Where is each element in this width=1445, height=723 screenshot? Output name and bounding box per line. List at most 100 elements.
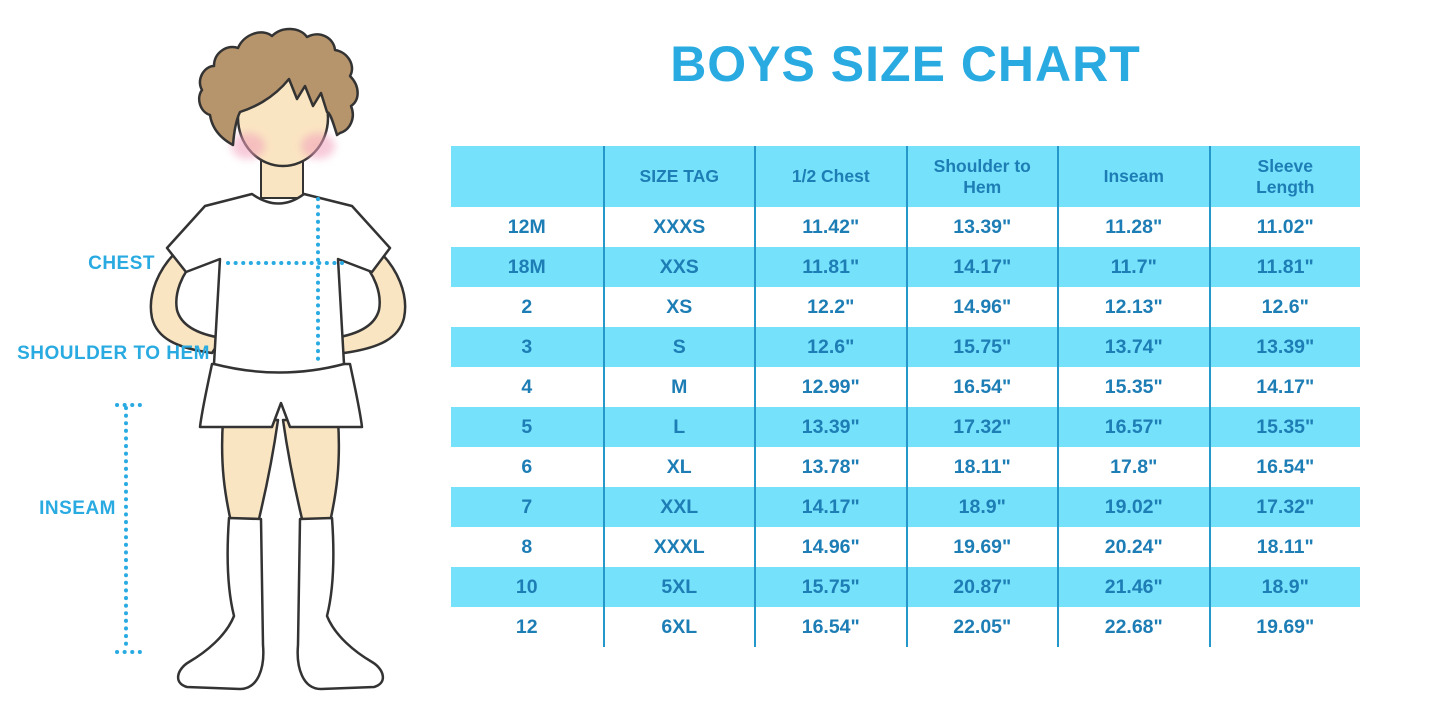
cell-half-chest: 11.42" — [754, 207, 906, 247]
boy-measurement-illustration: CHEST SHOULDER TO HEM INSEAM — [0, 0, 450, 723]
table-row: 2 XS 12.2" 14.96" 12.13" 12.6" — [451, 287, 1360, 327]
cell-size-tag: XL — [602, 447, 755, 487]
cell-inseam: 11.28" — [1057, 207, 1209, 247]
right-cheek — [301, 133, 335, 159]
table-row: 6 XL 13.78" 18.11" 17.8" 16.54" — [451, 447, 1360, 487]
cell-sleeve: 15.35" — [1208, 407, 1361, 447]
cell-inseam: 21.46" — [1057, 567, 1209, 607]
cell-shoulder-hem: 18.11" — [905, 447, 1058, 487]
right-sock — [296, 516, 384, 691]
table-row: 12 6XL 16.54" 22.05" 22.68" 19.69" — [451, 607, 1360, 647]
cell-inseam: 12.13" — [1057, 287, 1209, 327]
cell-half-chest: 11.81" — [754, 247, 906, 287]
cell-sleeve: 14.17" — [1208, 367, 1361, 407]
table-row: 5 L 13.39" 17.32" 16.57" 15.35" — [451, 407, 1360, 447]
boy-figure-svg: CHEST SHOULDER TO HEM INSEAM — [17, 27, 407, 691]
cell-half-chest: 12.99" — [754, 367, 906, 407]
table-row: 10 5XL 15.75" 20.87" 21.46" 18.9" — [451, 567, 1360, 607]
column-header-size-tag: SIZE TAG — [602, 146, 755, 207]
cell-half-chest: 14.17" — [754, 487, 906, 527]
left-cheek — [231, 133, 265, 159]
shorts — [198, 362, 364, 429]
cell-half-chest: 15.75" — [754, 567, 906, 607]
cell-shoulder-hem: 16.54" — [905, 367, 1058, 407]
cell-half-chest: 12.2" — [754, 287, 906, 327]
cell-size-tag: XXXL — [602, 527, 755, 567]
cell-size-tag: M — [602, 367, 755, 407]
cell-shoulder-hem: 14.17" — [905, 247, 1058, 287]
cell-half-chest: 16.54" — [754, 607, 906, 647]
table-header-row: SIZE TAG 1/2 Chest Shoulder to Hem Insea… — [451, 146, 1360, 207]
cell-shoulder-hem: 22.05" — [905, 607, 1058, 647]
cell-sleeve: 11.02" — [1208, 207, 1361, 247]
cell-inseam: 11.7" — [1057, 247, 1209, 287]
table-row: 18M XXS 11.81" 14.17" 11.7" 11.81" — [451, 247, 1360, 287]
column-header-sleeve: Sleeve Length — [1208, 146, 1361, 207]
cell-size-tag: XXXS — [602, 207, 755, 247]
cell-sleeve: 11.81" — [1208, 247, 1361, 287]
cell-size-tag: L — [602, 407, 755, 447]
cell-size: 4 — [521, 375, 533, 398]
left-arm — [149, 248, 224, 355]
hair — [198, 27, 359, 147]
cell-half-chest: 12.6" — [754, 327, 906, 367]
cell-size: 18M — [507, 255, 546, 278]
table-row: 7 XXL 14.17" 18.9" 19.02" 17.32" — [451, 487, 1360, 527]
cell-size-tag: S — [602, 327, 755, 367]
cell-shoulder-hem: 14.96" — [905, 287, 1058, 327]
column-header-half-chest: 1/2 Chest — [754, 146, 906, 207]
inseam-label: INSEAM — [39, 498, 116, 519]
size-table: SIZE TAG 1/2 Chest Shoulder to Hem Insea… — [451, 146, 1360, 647]
cell-size-tag: 6XL — [602, 607, 755, 647]
cell-shoulder-hem: 13.39" — [905, 207, 1058, 247]
right-leg — [281, 418, 341, 525]
cell-inseam: 15.35" — [1057, 367, 1209, 407]
cell-sleeve: 17.32" — [1208, 487, 1361, 527]
cell-shoulder-hem: 20.87" — [905, 567, 1058, 607]
cell-shoulder-hem: 18.9" — [905, 487, 1058, 527]
cell-shoulder-hem: 17.32" — [905, 407, 1058, 447]
cell-inseam: 16.57" — [1057, 407, 1209, 447]
table-row: 4 M 12.99" 16.54" 15.35" 14.17" — [451, 367, 1360, 407]
cell-size: 6 — [521, 455, 533, 478]
left-sock — [177, 516, 265, 691]
column-header-inseam: Inseam — [1057, 146, 1209, 207]
cell-sleeve: 19.69" — [1208, 607, 1361, 647]
cell-size: 5 — [521, 415, 533, 438]
cell-sleeve: 12.6" — [1208, 287, 1361, 327]
cell-inseam: 20.24" — [1057, 527, 1209, 567]
cell-size: 8 — [521, 535, 533, 558]
cell-inseam: 22.68" — [1057, 607, 1209, 647]
cell-size-tag: 5XL — [602, 567, 755, 607]
chest-label: CHEST — [88, 253, 155, 274]
cell-size-tag: XXL — [602, 487, 755, 527]
shoulder-to-hem-label: SHOULDER TO HEM — [17, 343, 210, 364]
cell-shoulder-hem: 19.69" — [905, 527, 1058, 567]
page-title: BOYS SIZE CHART — [670, 36, 1141, 92]
column-header-shoulder-hem: Shoulder to Hem — [905, 146, 1058, 207]
cell-size: 12 — [515, 615, 538, 638]
column-header-blank — [451, 146, 603, 207]
cell-size: 7 — [521, 495, 533, 518]
cell-half-chest: 13.39" — [754, 407, 906, 447]
cell-size-tag: XXS — [602, 247, 755, 287]
table-row: 3 S 12.6" 15.75" 13.74" 13.39" — [451, 327, 1360, 367]
cell-sleeve: 16.54" — [1208, 447, 1361, 487]
cell-sleeve: 18.11" — [1208, 527, 1361, 567]
cell-inseam: 17.8" — [1057, 447, 1209, 487]
cell-size: 10 — [515, 575, 538, 598]
tshirt — [165, 192, 392, 374]
cell-inseam: 19.02" — [1057, 487, 1209, 527]
table-row: 8 XXXL 14.96" 19.69" 20.24" 18.11" — [451, 527, 1360, 567]
cell-half-chest: 14.96" — [754, 527, 906, 567]
cell-sleeve: 18.9" — [1208, 567, 1361, 607]
table-row: 12M XXXS 11.42" 13.39" 11.28" 11.02" — [451, 207, 1360, 247]
cell-shoulder-hem: 15.75" — [905, 327, 1058, 367]
cell-sleeve: 13.39" — [1208, 327, 1361, 367]
cell-size: 12M — [507, 215, 546, 238]
left-leg — [220, 418, 280, 525]
cell-half-chest: 13.78" — [754, 447, 906, 487]
cell-size: 3 — [521, 335, 533, 358]
cell-size: 2 — [521, 295, 533, 318]
